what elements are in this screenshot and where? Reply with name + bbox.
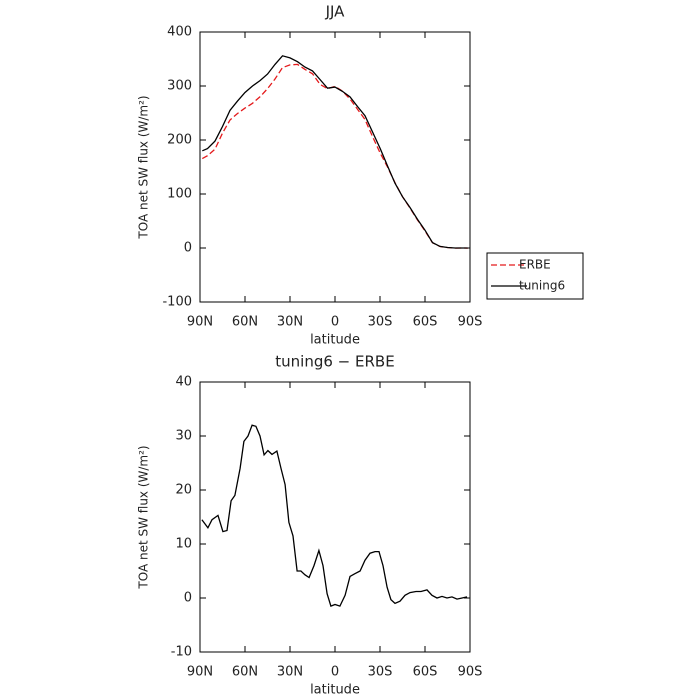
y-tick-label: 20 [175, 483, 192, 498]
y-tick-label: -10 [171, 645, 192, 660]
y-tick-label: 40 [175, 375, 192, 390]
y-tick-label: -100 [162, 295, 192, 310]
x-tick-label: 0 [331, 665, 339, 680]
x-axis-label: latitude [310, 333, 360, 348]
x-tick-label: 90S [458, 315, 483, 330]
x-tick-label: 60S [413, 665, 438, 680]
x-tick-label: 60N [232, 665, 258, 680]
y-tick-label: 0 [184, 241, 192, 256]
y-tick-label: 0 [184, 591, 192, 606]
x-tick-label: 90N [187, 665, 213, 680]
x-tick-label: 60N [232, 315, 258, 330]
x-tick-label: 90S [458, 665, 483, 680]
plot-frame [199, 381, 471, 653]
y-tick-label: 10 [175, 537, 192, 552]
x-axis-label: latitude [310, 683, 360, 698]
y-tick-label: 200 [167, 133, 192, 148]
y-tick-label: 30 [175, 429, 192, 444]
data-line [201, 424, 468, 607]
y-axis-label: TOA net SW flux (W/m²) [137, 445, 151, 589]
x-tick-label: 30N [277, 315, 303, 330]
chart-title: tuning6 − ERBE [275, 353, 394, 371]
x-tick-label: 30S [368, 315, 393, 330]
y-tick-label: 300 [167, 79, 192, 94]
x-tick-label: 60S [413, 315, 438, 330]
legend-label: tuning6 [519, 279, 565, 293]
y-tick-label: 400 [167, 25, 192, 40]
x-tick-label: 0 [331, 315, 339, 330]
legend-label: ERBE [519, 258, 551, 272]
x-tick-label: 90N [187, 315, 213, 330]
data-line [201, 63, 468, 249]
legend-box [486, 252, 584, 300]
x-tick-label: 30N [277, 665, 303, 680]
chart-title: JJA [325, 3, 346, 21]
plot-frame [199, 31, 471, 303]
x-tick-label: 30S [368, 665, 393, 680]
data-line [202, 55, 468, 249]
y-tick-label: 100 [167, 187, 192, 202]
y-axis-label: TOA net SW flux (W/m²) [137, 95, 151, 239]
